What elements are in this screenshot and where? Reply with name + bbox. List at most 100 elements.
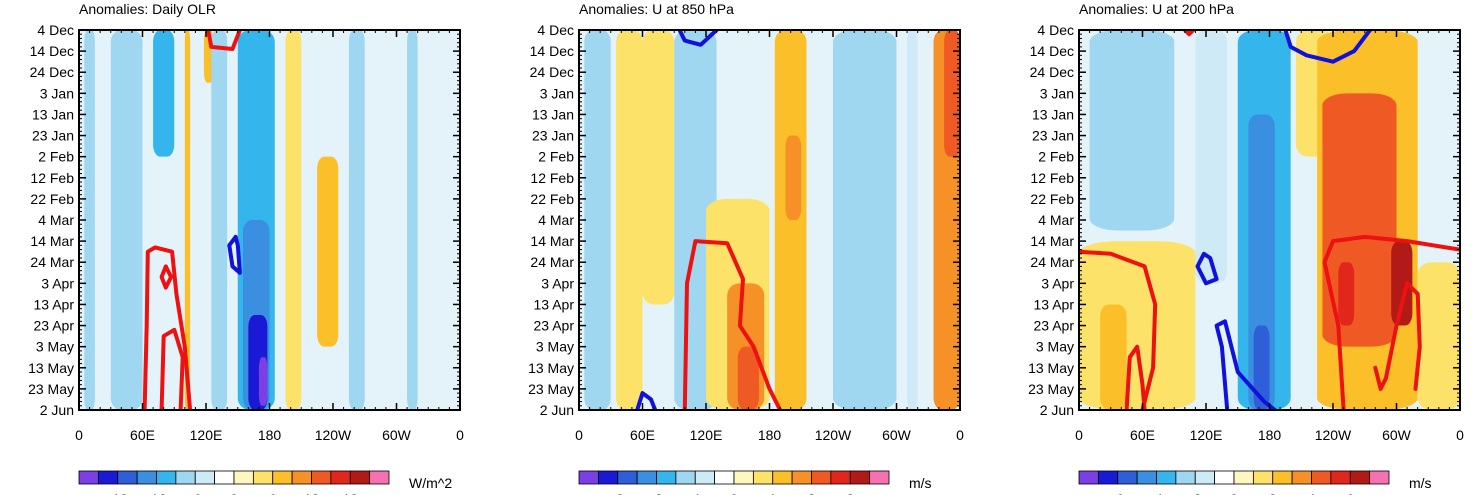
colorbar-units: m/s — [1409, 475, 1432, 491]
colorbar-label: 0 — [230, 491, 238, 495]
panel-title: Anomalies: Daily OLR — [79, 1, 216, 17]
x-tick-label: 120E — [690, 427, 723, 443]
y-tick-label: 4 Mar — [538, 212, 574, 228]
colorbar-swatch — [1175, 470, 1196, 485]
x-tick-label: 120W — [1315, 427, 1352, 443]
colorbar-swatch — [714, 470, 735, 485]
y-tick-label: 14 Dec — [530, 43, 574, 59]
x-tick-label: 60E — [130, 427, 155, 443]
colorbar-swatch — [830, 470, 851, 485]
x-tick-label: 180 — [1258, 427, 1282, 443]
y-tick-label: 24 Dec — [30, 64, 74, 80]
y-tick-label: 13 Jan — [32, 106, 74, 122]
colorbar-swatch — [156, 470, 177, 485]
colorbar-swatch — [1214, 470, 1235, 485]
colorbar-swatch — [597, 470, 619, 485]
anomaly-band — [1079, 241, 1196, 410]
panel-title: Anomalies: U at 200 hPa — [1079, 1, 1234, 17]
colorbar-label: -6 — [189, 491, 202, 495]
colorbar-swatch — [349, 470, 371, 485]
colorbar-swatch — [752, 470, 774, 485]
colorbar-swatch — [1136, 470, 1157, 485]
panel-2: Anomalies: U at 850 hPa 4 Dec 14 Dec 24 Dec… — [528, 1, 964, 495]
y-tick-label: 2 Jun — [40, 402, 74, 418]
x-tick-label: 180 — [258, 427, 282, 443]
anomaly-band — [153, 30, 175, 157]
y-tick-label: 22 Feb — [30, 191, 74, 207]
anomaly-band — [211, 30, 228, 410]
y-tick-label: 12 Feb — [530, 170, 574, 186]
x-tick-label: 120E — [190, 427, 223, 443]
colorbar-swatch — [1311, 470, 1332, 485]
y-tick-label: 24 Dec — [1030, 64, 1074, 80]
positive-contour — [1373, 281, 1422, 391]
y-tick-label: 22 Feb — [530, 191, 574, 207]
y-tick-label: 3 Apr — [541, 275, 574, 291]
x-tick-label: 0 — [575, 427, 583, 443]
y-tick-label: 14 Mar — [530, 233, 574, 249]
colorbar-swatch — [869, 470, 890, 485]
positive-contour — [206, 30, 242, 51]
negative-contour — [1214, 319, 1277, 410]
x-tick-label: 120W — [815, 427, 852, 443]
y-tick-label: 3 Jan — [40, 85, 74, 101]
anomaly-band — [317, 156, 339, 347]
y-tick-label: 4 Mar — [1038, 212, 1074, 228]
anomaly-band — [184, 30, 191, 410]
colorbar-swatch — [117, 470, 138, 485]
panel-1: Anomalies: Daily OLR 4 Dec 14 Dec 24 Dec 3 J… — [28, 1, 464, 495]
anomaly-band — [1391, 241, 1413, 326]
colorbar-swatch — [1117, 470, 1138, 485]
colorbar-label: 3 — [846, 491, 854, 495]
y-tick-label: 24 Mar — [530, 254, 574, 270]
y-tick-label: 3 Apr — [1041, 275, 1074, 291]
y-tick-label: 13 Jan — [532, 106, 574, 122]
y-tick-label: 4 Dec — [1037, 22, 1074, 38]
anomaly-band — [1338, 262, 1355, 326]
x-tick-label: 0 — [956, 427, 964, 443]
anomaly-band — [833, 30, 897, 410]
anomaly-band — [348, 30, 365, 410]
y-tick-label: 4 Dec — [537, 22, 574, 38]
colorbar-swatch — [1078, 470, 1099, 485]
y-tick-label: 14 Mar — [30, 233, 74, 249]
colorbar-label: 18 — [342, 491, 358, 495]
colorbar-swatch — [1233, 470, 1254, 485]
y-tick-label: 3 Apr — [41, 275, 74, 291]
anomaly-band — [1253, 325, 1270, 410]
colorbar-swatch — [1369, 470, 1390, 485]
negative-contour — [677, 30, 719, 47]
colorbar-units: W/m^2 — [409, 475, 452, 491]
colorbar-swatch — [1194, 470, 1216, 485]
colorbar-swatch — [252, 470, 274, 485]
x-tick-label: 60E — [1130, 427, 1155, 443]
anomaly-band — [258, 357, 268, 406]
y-tick-label: 12 Feb — [30, 170, 74, 186]
x-tick-label: 0 — [1456, 427, 1464, 443]
colorbar-label: -3 — [612, 491, 625, 495]
y-tick-label: 4 Dec — [37, 22, 74, 38]
shaded-field — [579, 30, 960, 410]
anomaly-band — [84, 30, 95, 410]
colorbar-swatch — [1330, 470, 1351, 485]
colorbar-label: -6 — [1112, 491, 1125, 495]
colorbar-label: 1 — [769, 491, 777, 495]
y-tick-label: 13 May — [28, 360, 74, 376]
y-tick-label: 24 Mar — [1030, 254, 1074, 270]
colorbar-label: -12 — [146, 491, 166, 495]
y-tick-label: 3 May — [36, 339, 74, 355]
negative-contour — [635, 391, 658, 410]
colorbar-swatch — [694, 470, 716, 485]
colorbar-swatch — [291, 470, 312, 485]
y-tick-label: 13 Apr — [34, 296, 75, 312]
y-tick-label: 23 May — [28, 381, 74, 397]
colorbar-swatch — [811, 470, 832, 485]
anomaly-band — [616, 30, 643, 410]
colorbar-swatch — [233, 470, 254, 485]
y-tick-label: 13 Apr — [534, 296, 575, 312]
colorbar-swatch — [311, 470, 332, 485]
positive-contour — [142, 245, 193, 410]
panel-title: Anomalies: U at 850 hPa — [579, 1, 734, 17]
anomaly-band — [407, 30, 418, 410]
